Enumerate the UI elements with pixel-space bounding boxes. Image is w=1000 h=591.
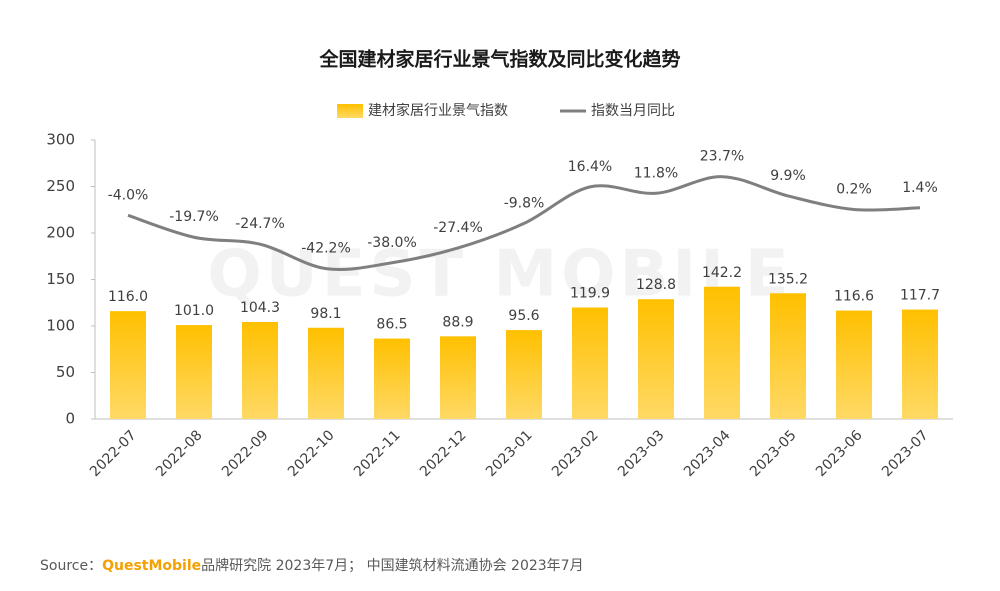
x-tick-label: 2022-10 xyxy=(285,427,338,480)
bar xyxy=(242,322,278,419)
data-label: 16.4% xyxy=(568,159,612,175)
data-label: -19.7% xyxy=(169,209,219,225)
bar xyxy=(704,286,740,419)
data-label: 0.2% xyxy=(836,181,872,197)
data-label: -24.7% xyxy=(235,216,285,232)
x-tick-label: 2023-04 xyxy=(681,427,734,480)
data-label: 116.0 xyxy=(108,289,148,305)
data-label: -4.0% xyxy=(108,187,149,203)
x-tick-label: 2022-12 xyxy=(417,427,470,480)
data-label: -9.8% xyxy=(504,195,545,211)
bar xyxy=(506,330,542,419)
y-tick-label: 0 xyxy=(65,410,75,428)
data-label: 95.6 xyxy=(508,308,539,324)
bar xyxy=(638,299,674,419)
bar xyxy=(836,310,872,419)
data-label: 117.7 xyxy=(900,288,940,304)
y-tick-label: 100 xyxy=(46,317,75,335)
bar xyxy=(176,325,212,419)
legend-label: 建材家居行业景气指数 xyxy=(368,102,508,119)
x-tick-label: 2022-08 xyxy=(153,427,206,480)
data-label: 11.8% xyxy=(634,165,678,181)
data-label: 23.7% xyxy=(700,149,744,165)
bar xyxy=(440,336,476,419)
x-tick-label: 2023-02 xyxy=(549,427,602,480)
data-label: 142.2 xyxy=(702,265,742,281)
data-label: -42.2% xyxy=(301,241,351,257)
data-label: 128.8 xyxy=(636,277,676,293)
source-prefix: Source： xyxy=(40,558,102,574)
legend-swatch xyxy=(337,104,363,118)
y-tick-label: 200 xyxy=(46,224,75,242)
bar xyxy=(572,307,608,419)
y-tick-label: 250 xyxy=(46,177,75,195)
data-label: 1.4% xyxy=(902,180,938,196)
legend-label: 指数当月同比 xyxy=(591,103,675,119)
x-tick-label: 2023-07 xyxy=(879,427,932,480)
line xyxy=(127,175,921,272)
data-label: 101.0 xyxy=(174,303,214,319)
x-tick-label: 2023-03 xyxy=(615,427,668,480)
y-tick-label: 300 xyxy=(46,131,75,149)
x-tick-label: 2022-09 xyxy=(219,427,272,480)
bar xyxy=(110,311,146,419)
bar xyxy=(308,327,344,419)
data-label: 119.9 xyxy=(570,285,610,301)
data-label: 9.9% xyxy=(770,168,806,184)
data-label: -38.0% xyxy=(367,235,417,251)
chart-title: 全国建材家居行业景气指数及同比变化趋势 xyxy=(318,48,680,71)
source: Source：QuestMobile品牌研究院 2023年7月； 中国建筑材料流… xyxy=(40,557,584,574)
data-label: 86.5 xyxy=(376,317,407,333)
source-brand: QuestMobile xyxy=(102,558,201,574)
data-label: 104.3 xyxy=(240,300,280,316)
y-tick-label: 150 xyxy=(46,270,75,288)
data-label: -27.4% xyxy=(433,220,483,236)
x-tick-label: 2023-06 xyxy=(813,427,866,480)
bar xyxy=(902,309,938,419)
bar xyxy=(374,338,410,419)
data-label: 135.2 xyxy=(768,271,808,287)
data-label: 88.9 xyxy=(442,314,473,330)
x-tick-label: 2022-11 xyxy=(351,427,404,480)
bar xyxy=(770,293,806,419)
x-tick-label: 2023-05 xyxy=(747,427,800,480)
data-label: 116.6 xyxy=(834,289,874,305)
source-text: 品牌研究院 2023年7月； 中国建筑材料流通协会 2023年7月 xyxy=(201,557,583,574)
watermark: QUEST MOBILE xyxy=(207,238,792,312)
x-tick-label: 2023-01 xyxy=(483,427,536,480)
data-label: 98.1 xyxy=(310,306,341,322)
x-tick-label: 2022-07 xyxy=(87,427,140,480)
y-tick-label: 50 xyxy=(56,363,75,381)
